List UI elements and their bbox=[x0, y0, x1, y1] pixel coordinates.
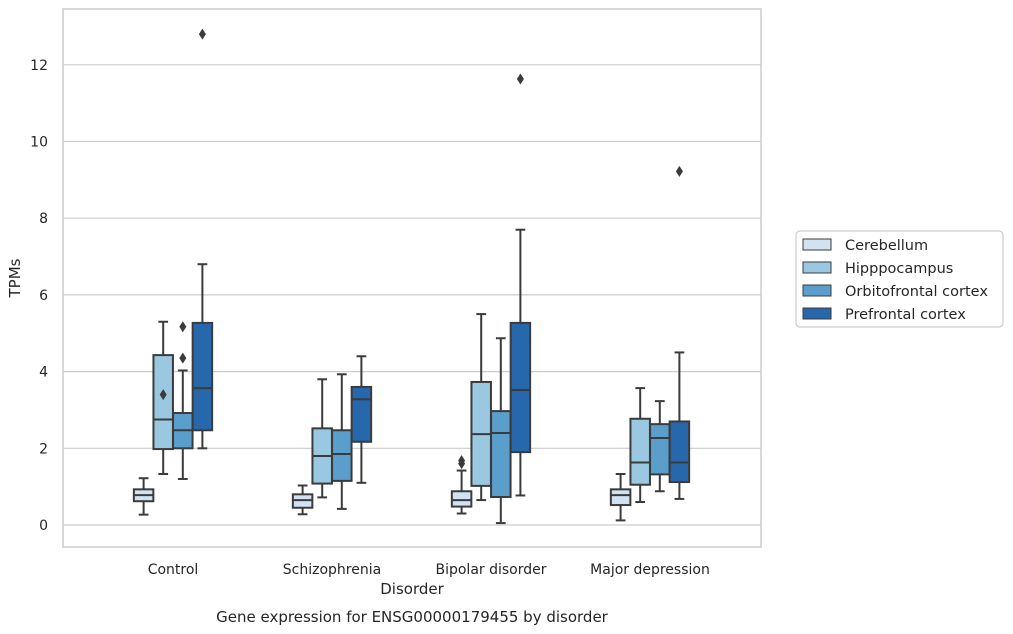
box-rect bbox=[450, 490, 473, 508]
x-tick-label: Control bbox=[148, 562, 199, 578]
box-rect bbox=[152, 354, 174, 451]
box-3-1 bbox=[629, 387, 651, 503]
box-rect bbox=[331, 429, 353, 482]
box-1-0 bbox=[291, 484, 314, 516]
box-1-3 bbox=[350, 355, 373, 484]
box-rect bbox=[191, 321, 214, 432]
legend: Cerebellum Hipppocampus Orbitofrontal cort… bbox=[795, 230, 1004, 328]
box-rect bbox=[509, 321, 532, 454]
legend-frame bbox=[795, 230, 1004, 328]
boxes bbox=[132, 28, 691, 525]
chart-title: Gene expression for ENSG00000179455 by d… bbox=[216, 608, 609, 626]
box-3-0 bbox=[609, 472, 632, 522]
box-2-2 bbox=[490, 337, 512, 525]
y-axis-ticks: 0 2 4 6 8 10 12 bbox=[30, 58, 48, 534]
y-tick-label: 12 bbox=[30, 58, 48, 74]
box-2-3 bbox=[509, 73, 532, 497]
legend-swatch bbox=[802, 238, 832, 251]
box-rect bbox=[668, 420, 691, 484]
legend-swatch bbox=[802, 261, 832, 274]
plot-frame bbox=[62, 8, 762, 548]
box-rect bbox=[629, 417, 651, 486]
box-rect bbox=[649, 423, 671, 476]
outlier-point bbox=[179, 352, 187, 364]
y-tick-label: 2 bbox=[39, 441, 48, 457]
box-2-0 bbox=[450, 455, 473, 515]
y-tick-label: 6 bbox=[39, 288, 48, 304]
x-tick-label: Major depression bbox=[590, 562, 710, 578]
box-0-0 bbox=[132, 477, 155, 516]
box-0-1 bbox=[152, 320, 174, 475]
box-1-2 bbox=[331, 373, 353, 510]
box-1-1 bbox=[311, 378, 333, 499]
outlier-point bbox=[198, 28, 206, 40]
y-axis-label: TPMs bbox=[6, 258, 24, 298]
box-2-1 bbox=[470, 313, 492, 502]
legend-label: Prefrontal cortex bbox=[845, 307, 966, 323]
box-rect bbox=[490, 410, 512, 499]
x-tick-label: Schizophrenia bbox=[283, 562, 381, 578]
legend-label: Cerebellum bbox=[845, 238, 928, 254]
outlier-point bbox=[675, 165, 683, 177]
legend-swatch bbox=[802, 284, 832, 297]
outlier-point bbox=[516, 73, 524, 85]
x-axis-label: Disorder bbox=[380, 580, 444, 598]
legend-swatch bbox=[802, 307, 832, 320]
box-0-3 bbox=[191, 28, 214, 450]
y-tick-label: 10 bbox=[30, 135, 48, 151]
x-axis-ticks: Control Schizophrenia Bipolar disorder Majo… bbox=[148, 562, 710, 578]
y-tick-label: 4 bbox=[39, 365, 48, 381]
box-0-2 bbox=[172, 321, 194, 480]
box-rect bbox=[350, 385, 373, 443]
y-tick-label: 8 bbox=[39, 211, 48, 227]
box-3-2 bbox=[649, 400, 671, 493]
legend-label: Hipppocampus bbox=[845, 261, 953, 277]
y-tick-label: 0 bbox=[39, 518, 48, 534]
box-3-3 bbox=[668, 165, 691, 500]
x-tick-label: Bipolar disorder bbox=[435, 562, 546, 578]
outlier-point bbox=[458, 455, 466, 467]
box-rect bbox=[609, 488, 632, 507]
outlier-point bbox=[179, 321, 187, 333]
outlier-point bbox=[159, 389, 167, 401]
legend-label: Orbitofrontal cortex bbox=[845, 284, 988, 300]
